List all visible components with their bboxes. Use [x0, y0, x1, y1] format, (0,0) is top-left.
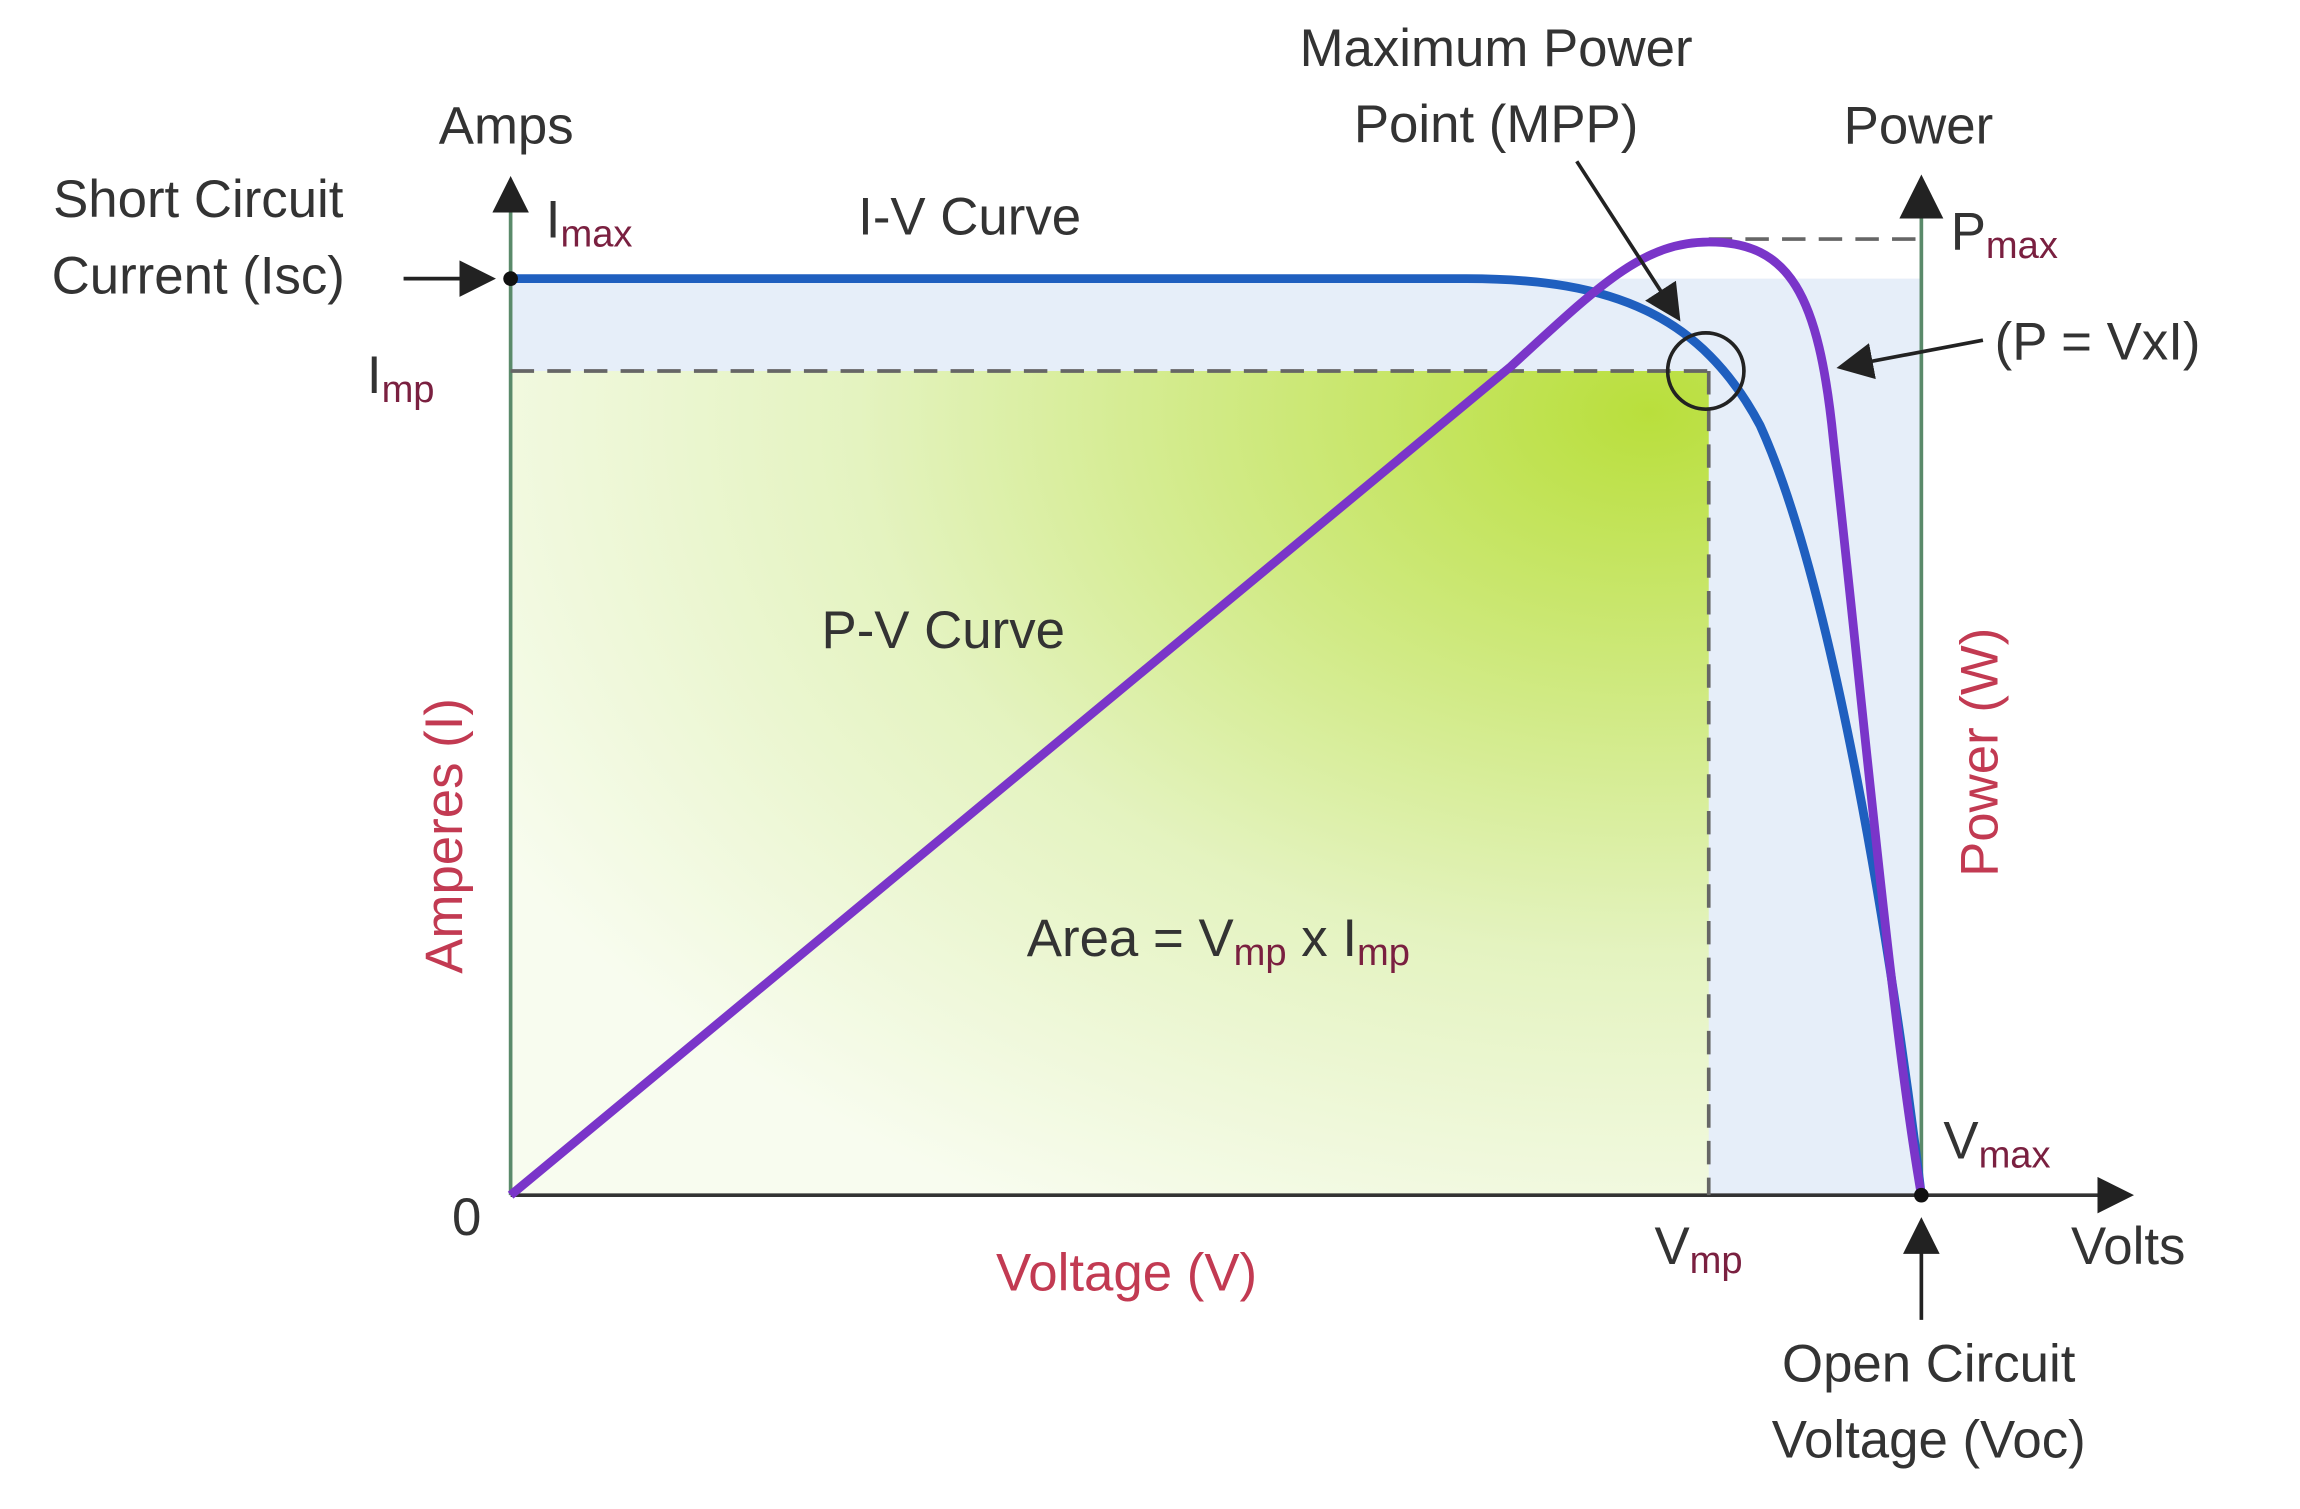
- power-area: [510, 371, 1709, 1196]
- isc-dot: [503, 271, 518, 286]
- mpp-label: Maximum Power: [1300, 19, 1693, 78]
- zero: 0: [452, 1188, 481, 1247]
- pointer-arrows: [403, 160, 1984, 1320]
- v-mp: Vmp: [1654, 1217, 1742, 1282]
- p-max: Pmax: [1951, 202, 2058, 267]
- volts: Volts: [2071, 1217, 2185, 1276]
- i-mp: Imp: [367, 346, 435, 411]
- voltage-axis: Voltage (V): [996, 1243, 1257, 1302]
- short-circuit: Short Circuit: [53, 170, 344, 229]
- mpp-label: Point (MPP): [1354, 95, 1638, 154]
- power: Power: [1844, 97, 1994, 156]
- iv-curve-label: I-V Curve: [858, 188, 1081, 247]
- open-circuit: Open Circuit: [1782, 1334, 2076, 1393]
- formula: (P = VxI): [1995, 312, 2201, 371]
- area: Area = Vmp x Imp: [1027, 909, 1410, 974]
- power-axis: Power (W): [1951, 628, 2010, 877]
- i-max: Imax: [546, 191, 633, 256]
- amperes-axis: Amperes (I): [415, 698, 474, 974]
- v-max: Vmax: [1943, 1112, 2050, 1177]
- amps: Amps: [439, 97, 574, 156]
- voc-dot: [1914, 1187, 1929, 1203]
- pv-curve: [507, 237, 1926, 1199]
- open-circuit: Voltage (Voc): [1772, 1411, 2086, 1470]
- mpp-circle: [1665, 331, 1746, 411]
- pv-curve-label: P-V Curve: [822, 601, 1065, 660]
- short-circuit: Current (Isc): [52, 246, 345, 305]
